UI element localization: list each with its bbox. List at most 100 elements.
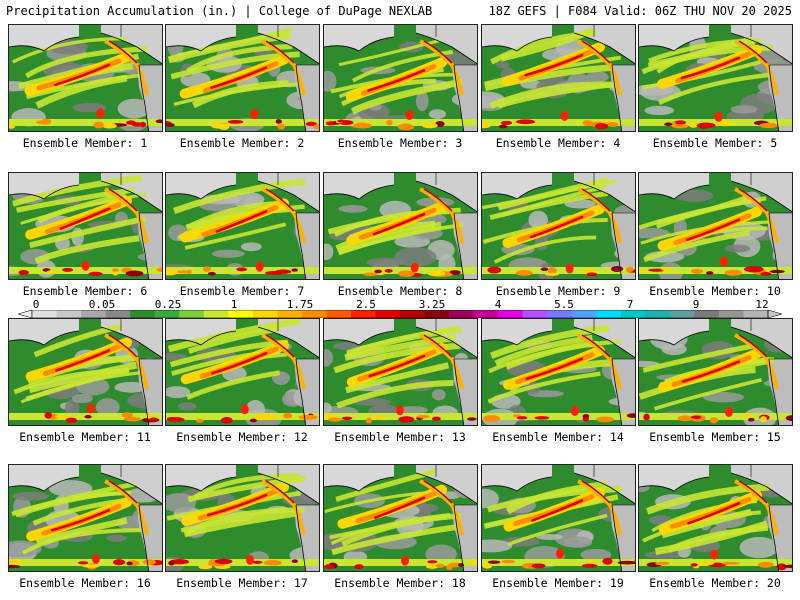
colorbar-swatch bbox=[473, 310, 499, 318]
precipitation-map bbox=[482, 173, 635, 279]
colorbar-swatch bbox=[32, 310, 57, 318]
ensemble-member-label: Ensemble Member: 8 bbox=[337, 284, 463, 298]
ensemble-member-label: Ensemble Member: 1 bbox=[22, 136, 148, 150]
colorbar-swatch bbox=[547, 310, 573, 318]
colorbar-swatch bbox=[252, 310, 278, 318]
colorbar-swatch bbox=[498, 310, 523, 318]
ensemble-member-label: Ensemble Member: 2 bbox=[179, 136, 305, 150]
ensemble-map-panel bbox=[323, 464, 478, 572]
colorbar-swatch bbox=[301, 310, 327, 318]
precipitation-map bbox=[324, 173, 477, 279]
ensemble-map-panel bbox=[8, 464, 163, 572]
colorbar-swatch bbox=[130, 310, 155, 318]
ensemble-map-panel bbox=[638, 318, 793, 426]
colorbar-swatch bbox=[718, 310, 744, 318]
precipitation-map bbox=[639, 173, 792, 279]
precipitation-map bbox=[166, 173, 319, 279]
colorbar-swatch bbox=[571, 310, 597, 318]
map-title: Precipitation Accumulation (in.) | Colle… bbox=[6, 4, 433, 18]
colorbar-swatch bbox=[424, 310, 450, 318]
precipitation-map bbox=[482, 319, 635, 425]
precipitation-colorbar bbox=[18, 310, 782, 318]
ensemble-map-panel bbox=[323, 172, 478, 280]
ensemble-map-panel bbox=[8, 172, 163, 280]
colorbar-tick-label: 7 bbox=[626, 298, 634, 311]
ensemble-map-panel bbox=[638, 172, 793, 280]
ensemble-map-panel bbox=[165, 172, 320, 280]
precipitation-map bbox=[324, 25, 477, 131]
precipitation-map bbox=[639, 465, 792, 571]
colorbar-tick-label: 1 bbox=[230, 298, 238, 311]
ensemble-member-label: Ensemble Member: 3 bbox=[337, 136, 463, 150]
colorbar-swatch bbox=[105, 310, 131, 318]
ensemble-member-label: Ensemble Member: 5 bbox=[652, 136, 778, 150]
ensemble-member-label: Ensemble Member: 11 bbox=[19, 430, 151, 444]
ensemble-member-label: Ensemble Member: 9 bbox=[495, 284, 621, 298]
precipitation-map bbox=[639, 319, 792, 425]
colorbar-swatch bbox=[645, 310, 671, 318]
ensemble-member-label: Ensemble Member: 6 bbox=[22, 284, 148, 298]
colorbar-tick-label: 2.5 bbox=[356, 298, 376, 311]
colorbar-max-arrow bbox=[767, 310, 782, 318]
precipitation-map bbox=[9, 465, 162, 571]
precipitation-map bbox=[9, 319, 162, 425]
colorbar-tick-label: 9 bbox=[692, 298, 700, 311]
colorbar-swatch bbox=[326, 310, 352, 318]
ensemble-map-panel bbox=[323, 318, 478, 426]
colorbar-swatch bbox=[596, 310, 622, 318]
ensemble-member-label: Ensemble Member: 15 bbox=[649, 430, 781, 444]
precipitation-map bbox=[166, 319, 319, 425]
precipitation-map bbox=[482, 465, 635, 571]
colorbar-tick-label: 0 bbox=[32, 298, 40, 311]
ensemble-map-panel bbox=[481, 318, 636, 426]
colorbar-swatch bbox=[743, 310, 769, 318]
ensemble-map-panel bbox=[638, 464, 793, 572]
precipitation-map bbox=[9, 25, 162, 131]
precipitation-map bbox=[482, 25, 635, 131]
colorbar-tick-label: 5.5 bbox=[554, 298, 574, 311]
precipitation-map bbox=[9, 173, 162, 279]
colorbar-swatch bbox=[81, 310, 106, 318]
ensemble-member-label: Ensemble Member: 17 bbox=[176, 576, 308, 590]
colorbar-swatch bbox=[277, 310, 303, 318]
colorbar-tick-label: 3.25 bbox=[418, 298, 446, 311]
colorbar-tick-label: 0.25 bbox=[154, 298, 182, 311]
precipitation-map bbox=[324, 465, 477, 571]
ensemble-member-label: Ensemble Member: 7 bbox=[179, 284, 305, 298]
colorbar-swatch bbox=[350, 310, 376, 318]
colorbar-swatch bbox=[154, 310, 180, 318]
run-info: 18Z GEFS | F084 Valid: 06Z THU NOV 20 20… bbox=[488, 4, 792, 18]
ensemble-map-panel bbox=[165, 318, 320, 426]
colorbar-swatch bbox=[669, 310, 695, 318]
colorbar-tick-label: 12 bbox=[755, 298, 769, 311]
colorbar-tick-label: 0.05 bbox=[88, 298, 116, 311]
ensemble-member-label: Ensemble Member: 10 bbox=[649, 284, 781, 298]
ensemble-map-panel bbox=[323, 24, 478, 132]
colorbar-swatch bbox=[522, 310, 548, 318]
colorbar-swatch bbox=[449, 310, 474, 318]
ensemble-map-panel bbox=[638, 24, 793, 132]
precipitation-map bbox=[639, 25, 792, 131]
colorbar-min-arrow bbox=[18, 310, 33, 318]
colorbar-tick-label: 1.75 bbox=[286, 298, 314, 311]
ensemble-map-panel bbox=[165, 24, 320, 132]
ensemble-member-label: Ensemble Member: 14 bbox=[492, 430, 624, 444]
ensemble-member-label: Ensemble Member: 18 bbox=[334, 576, 466, 590]
colorbar-swatch bbox=[620, 310, 646, 318]
ensemble-member-label: Ensemble Member: 19 bbox=[492, 576, 624, 590]
ensemble-map-panel bbox=[165, 464, 320, 572]
ensemble-member-label: Ensemble Member: 12 bbox=[176, 430, 308, 444]
ensemble-map-panel bbox=[481, 172, 636, 280]
ensemble-member-label: Ensemble Member: 4 bbox=[495, 136, 621, 150]
precipitation-map bbox=[166, 465, 319, 571]
ensemble-map-panel bbox=[481, 24, 636, 132]
colorbar-swatch bbox=[375, 310, 401, 318]
colorbar-swatch bbox=[694, 310, 720, 318]
colorbar-tick-label: 4 bbox=[494, 298, 502, 311]
ensemble-member-label: Ensemble Member: 13 bbox=[334, 430, 466, 444]
ensemble-map-panel bbox=[8, 318, 163, 426]
colorbar-swatch bbox=[400, 310, 425, 318]
ensemble-member-label: Ensemble Member: 16 bbox=[19, 576, 151, 590]
colorbar-swatch bbox=[203, 310, 229, 318]
colorbar-swatch bbox=[179, 310, 205, 318]
